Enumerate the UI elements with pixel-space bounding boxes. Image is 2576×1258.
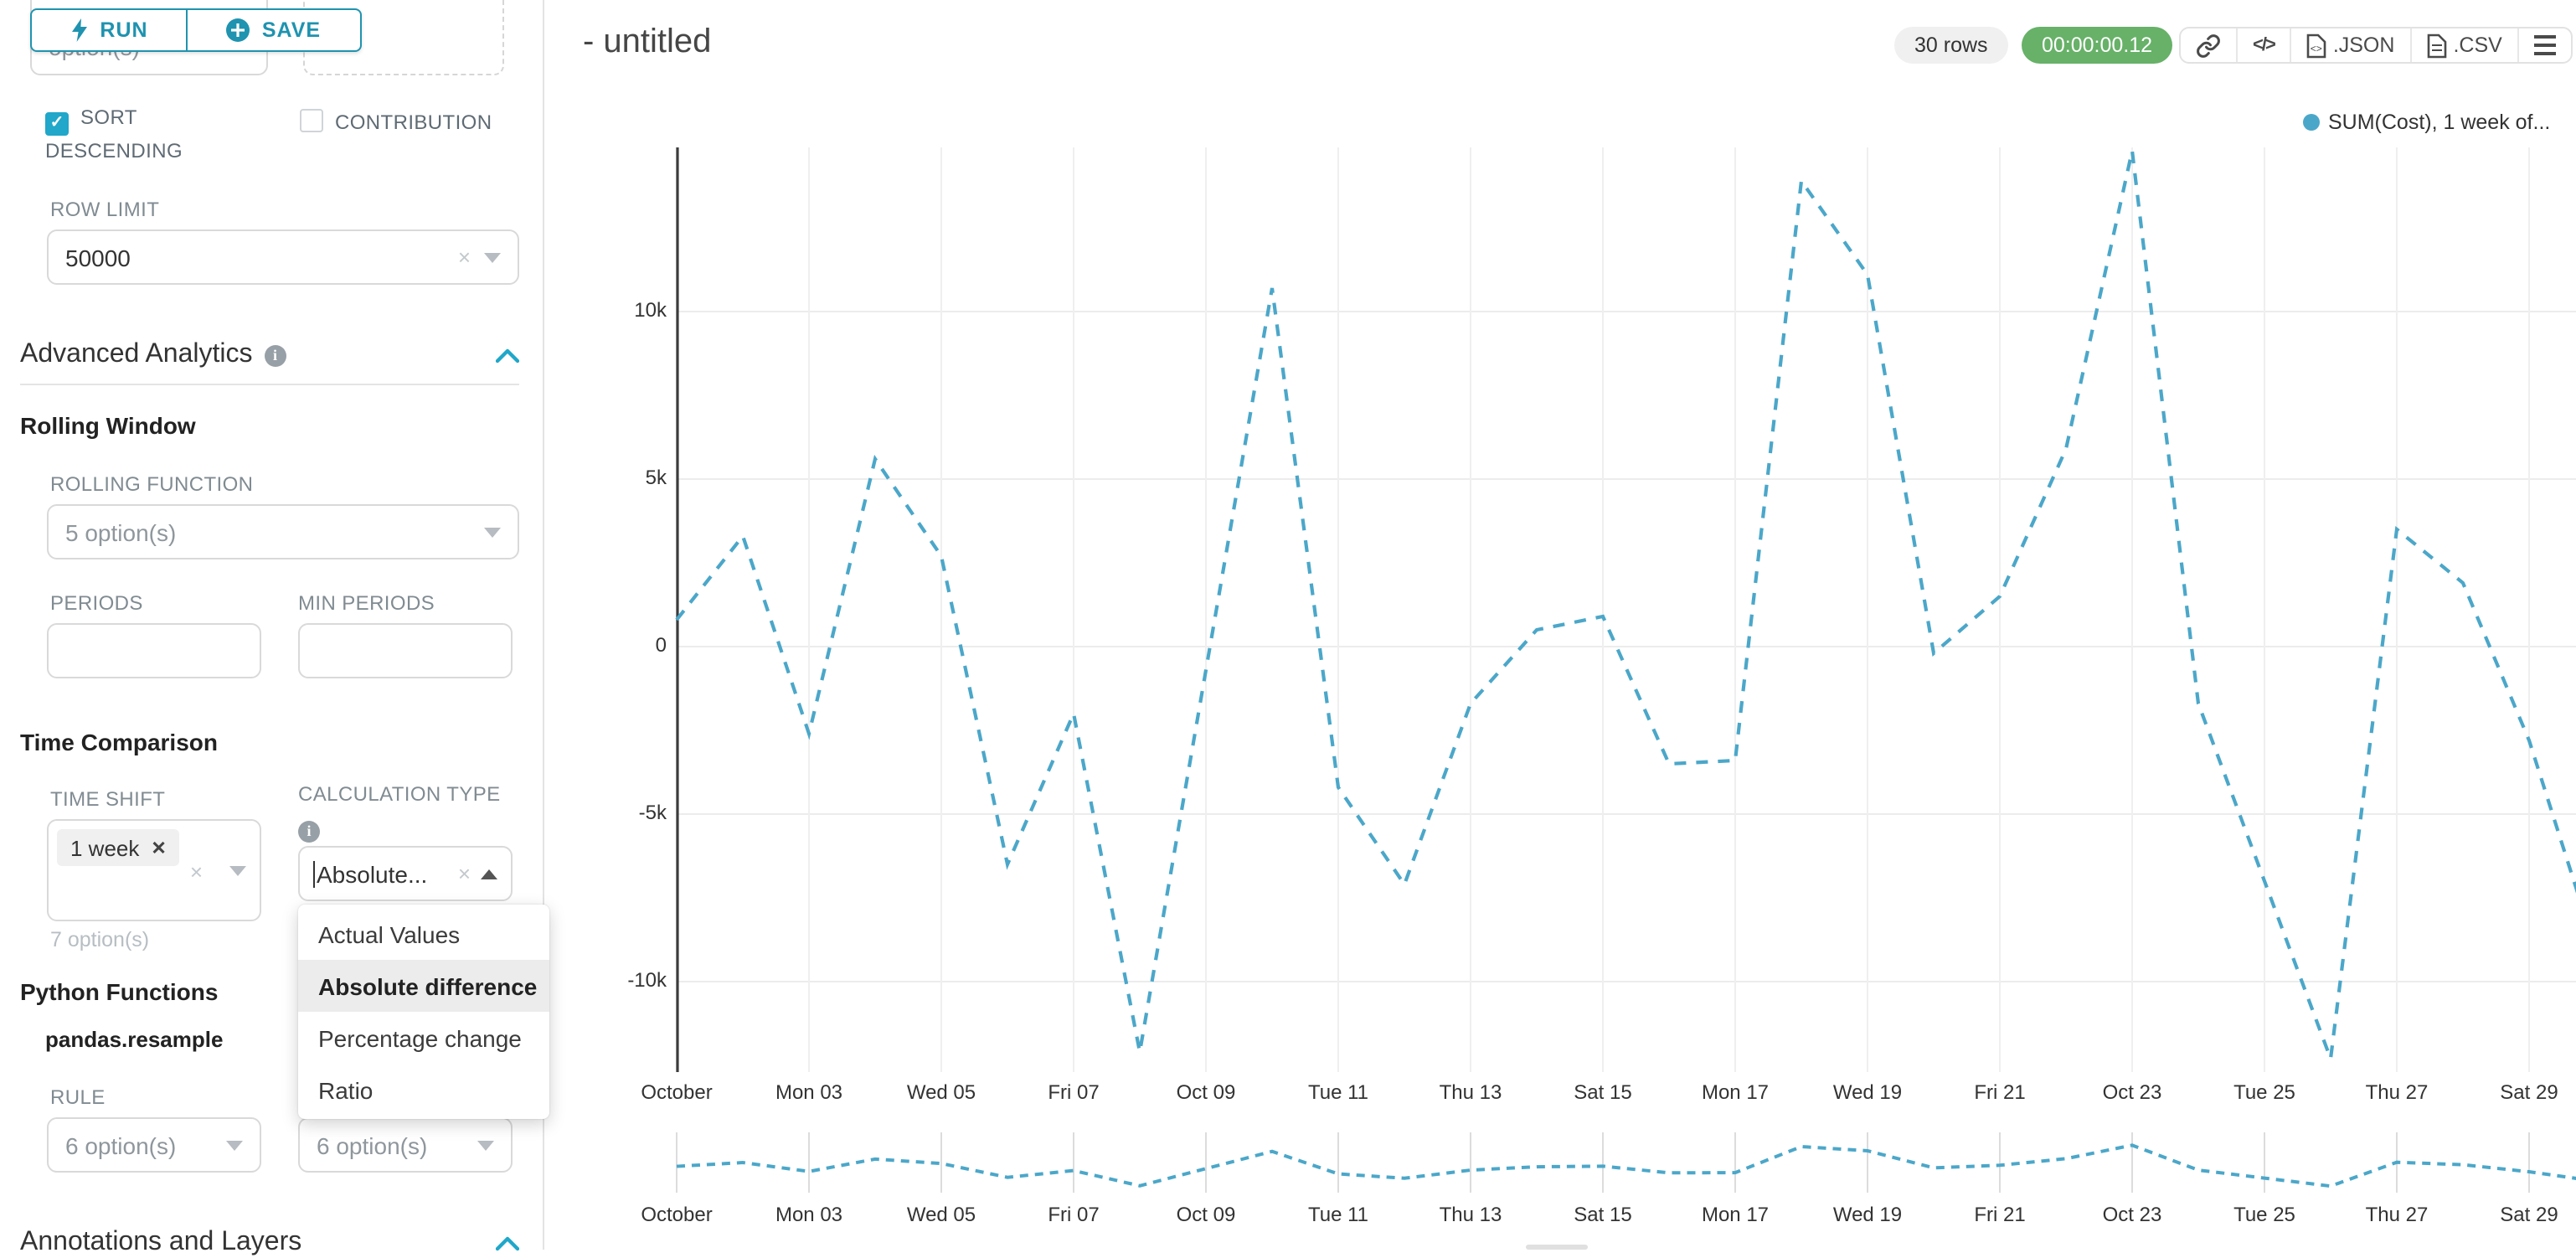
dropdown-option[interactable]: Ratio <box>318 1076 374 1103</box>
clear-icon[interactable]: × <box>457 245 471 270</box>
dropdown-option[interactable]: Actual Values <box>318 920 461 947</box>
legend-series-label: SUM(Cost), 1 week of... <box>2328 111 2551 134</box>
rule-placeholder: 6 option(s) <box>65 1132 177 1158</box>
csv-label: .CSV <box>2453 34 2502 57</box>
calculation-type-value: Absolute... <box>317 860 428 887</box>
link-icon <box>2197 34 2220 57</box>
checkbox-checked-icon: ✓ <box>45 112 69 136</box>
sort-descending-checkbox[interactable]: ✓ SORT DESCENDING <box>45 102 271 166</box>
time-shift-label: TIME SHIFT <box>50 787 166 811</box>
rule-label: RULE <box>50 1085 106 1109</box>
python-functions-title: Python Functions <box>20 978 219 1005</box>
time-shift-tag: 1 week ✕ <box>57 829 180 866</box>
run-button-label: RUN <box>100 18 148 42</box>
pandas-resample-label: pandas.resample <box>45 1027 224 1052</box>
lightning-bolt-icon <box>71 18 87 42</box>
sort-descending-label: SORT DESCENDING <box>45 106 183 162</box>
export-csv-button[interactable]: .CSV <box>2409 28 2517 62</box>
chevron-down-icon <box>229 866 246 876</box>
clear-icon[interactable]: × <box>189 859 203 884</box>
rolling-window-title: Rolling Window <box>20 412 196 439</box>
row-limit-label: ROW LIMIT <box>50 198 160 221</box>
chevron-down-icon <box>484 252 501 262</box>
rule-right-placeholder: 6 option(s) <box>317 1132 428 1158</box>
json-file-icon: <> <box>2306 33 2326 58</box>
remove-tag-icon[interactable]: ✕ <box>151 838 167 858</box>
row-count-badge: 30 rows <box>1894 27 2008 64</box>
chevron-down-icon <box>484 527 501 537</box>
min-periods-input[interactable] <box>298 623 513 678</box>
text-cursor <box>313 860 315 887</box>
periods-label: PERIODS <box>50 591 143 615</box>
chart-title: - untitled <box>583 23 712 60</box>
mini-chart-series-line <box>676 1143 2576 1188</box>
calculation-type-label: CALCULATION TYPE <box>298 782 501 806</box>
row-limit-value: 50000 <box>65 244 131 271</box>
rolling-function-select[interactable]: 5 option(s) <box>47 504 519 559</box>
control-panel-sidebar: option(s) RUN SAVE ✓SORT DESCENDING CONT… <box>0 0 549 1256</box>
rolling-function-label: ROLLING FUNCTION <box>50 472 254 496</box>
copy-link-button[interactable] <box>2181 28 2236 62</box>
time-shift-multiselect[interactable]: 1 week ✕ × <box>47 819 261 921</box>
dropdown-option[interactable]: Absolute difference <box>298 960 549 1012</box>
cost-series-line <box>675 150 2576 1060</box>
section-divider <box>20 384 519 385</box>
dropdown-option[interactable]: Percentage change <box>318 1024 522 1051</box>
run-save-button-group: RUN SAVE <box>30 8 362 52</box>
export-json-button[interactable]: <> .JSON <box>2289 28 2410 62</box>
time-comparison-title: Time Comparison <box>20 729 218 755</box>
json-label: .JSON <box>2332 34 2395 57</box>
min-periods-label: MIN PERIODS <box>298 591 435 615</box>
chevron-down-icon <box>226 1140 243 1150</box>
contribution-label: CONTRIBUTION <box>335 111 492 134</box>
chevron-down-icon <box>477 1140 494 1150</box>
save-button[interactable]: SAVE <box>188 8 362 52</box>
calculation-type-select[interactable]: Absolute... × <box>298 846 513 901</box>
advanced-analytics-title: Advanced Analytics <box>20 340 253 369</box>
calculation-type-dropdown: Actual Values Absolute difference Percenta… <box>298 905 549 1119</box>
panel-divider <box>543 0 544 1250</box>
run-button[interactable]: RUN <box>30 8 188 52</box>
time-shift-tag-label: 1 week <box>70 835 140 860</box>
view-query-button[interactable]: </> <box>2236 28 2290 62</box>
time-shift-helper: 7 option(s) <box>50 928 150 951</box>
chevron-up-icon <box>496 348 519 363</box>
row-limit-select[interactable]: 50000 × <box>47 229 519 285</box>
rule-select[interactable]: 6 option(s) <box>47 1117 261 1173</box>
clear-icon[interactable]: × <box>457 861 471 886</box>
csv-file-icon <box>2427 33 2446 58</box>
chevron-up-icon <box>481 869 497 879</box>
contribution-checkbox[interactable]: CONTRIBUTION <box>300 107 534 137</box>
periods-input[interactable] <box>47 623 261 678</box>
horizontal-scrollbar-thumb[interactable] <box>1526 1245 1588 1250</box>
export-button-group: </> <> .JSON .CSV <box>2179 27 2573 64</box>
legend-series-dot <box>2303 114 2320 131</box>
chart-legend[interactable]: SUM(Cost), 1 week of... <box>2303 111 2550 134</box>
plus-circle-icon <box>226 18 250 42</box>
rolling-function-placeholder: 5 option(s) <box>65 518 177 545</box>
rule-right-select[interactable]: 6 option(s) <box>298 1117 513 1173</box>
query-timer-badge: 00:00:00.12 <box>2022 27 2173 64</box>
info-icon: i <box>298 814 320 844</box>
code-icon: </> <box>2253 35 2276 55</box>
advanced-analytics-header[interactable]: Advanced Analytics i <box>20 340 519 370</box>
chevron-up-icon <box>496 1235 519 1250</box>
svg-text:<>: <> <box>2311 42 2322 54</box>
save-button-label: SAVE <box>261 18 322 42</box>
hamburger-icon <box>2533 31 2556 60</box>
checkbox-unchecked-icon <box>300 109 323 132</box>
chart-menu-button[interactable] <box>2517 28 2571 62</box>
info-icon: i <box>264 344 286 366</box>
